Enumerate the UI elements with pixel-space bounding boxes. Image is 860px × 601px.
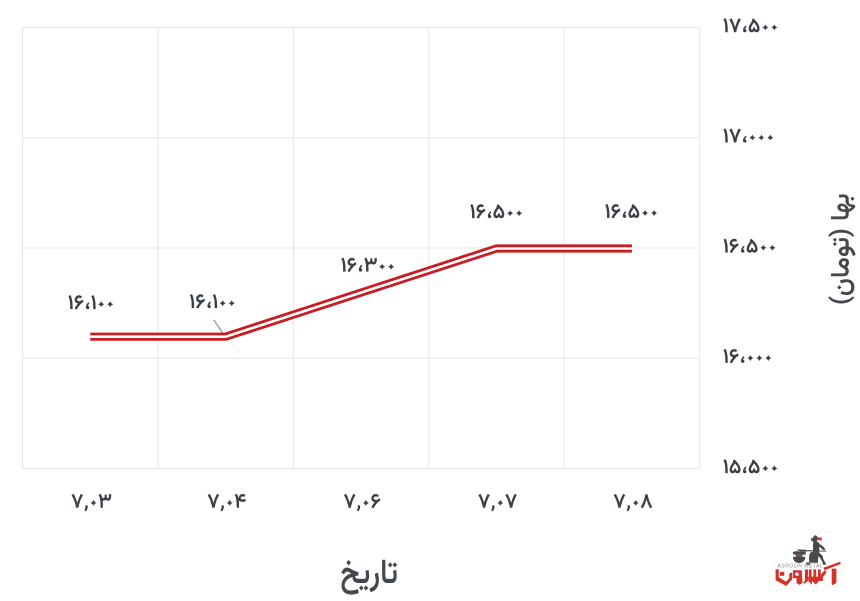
- svg-text:ASROON METAL: ASROON METAL: [776, 563, 823, 569]
